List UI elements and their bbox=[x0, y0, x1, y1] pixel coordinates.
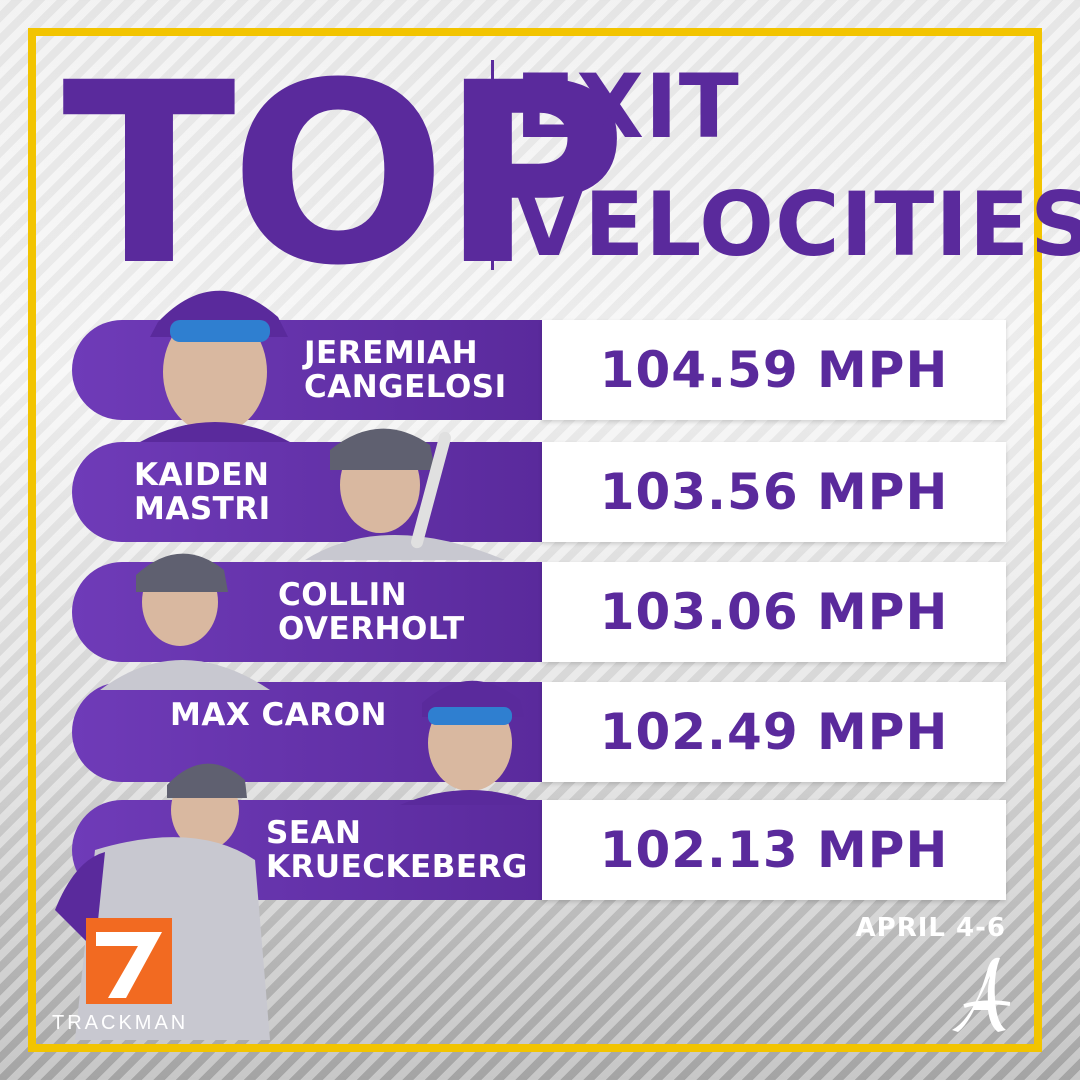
title-velocities: VELOCITIES bbox=[515, 173, 1080, 276]
velocity-box: 103.56 MPH bbox=[542, 442, 1006, 542]
velocity-box: 102.49 MPH bbox=[542, 682, 1006, 782]
player-name: SEAN KRUECKEBERG bbox=[266, 816, 528, 884]
player-row-5: 102.13 MPH SEAN KRUECKEBERG bbox=[72, 800, 1006, 900]
player-first-name: COLLIN bbox=[278, 577, 408, 613]
player-name: JEREMIAH CANGELOSI bbox=[304, 336, 507, 404]
velocity-value: 102.49 MPH bbox=[599, 703, 949, 761]
velocity-box: 104.59 MPH bbox=[542, 320, 1006, 420]
velocity-value: 102.13 MPH bbox=[599, 821, 949, 879]
ashland-a-logo bbox=[952, 957, 1011, 1032]
title-divider bbox=[491, 60, 494, 270]
player-row-3: 103.06 MPH COLLIN OVERHOLT bbox=[72, 562, 1006, 662]
player-name: KAIDEN MASTRI bbox=[134, 458, 271, 526]
player-first-name: SEAN bbox=[266, 815, 362, 851]
player-last-name: OVERHOLT bbox=[278, 611, 465, 647]
player-first-name: MAX CARON bbox=[170, 697, 387, 733]
player-row-1: 104.59 MPH JEREMIAH CANGELOSI bbox=[72, 320, 1006, 420]
player-first-name: JEREMIAH bbox=[304, 335, 479, 371]
player-name: MAX CARON bbox=[170, 698, 387, 732]
velocity-box: 102.13 MPH bbox=[542, 800, 1006, 900]
date-label: APRIL 4-6 bbox=[855, 913, 1006, 943]
player-row-2: 103.56 MPH KAIDEN MASTRI bbox=[72, 442, 1006, 542]
title-top: TOP bbox=[62, 29, 627, 320]
player-last-name: KRUECKEBERG bbox=[266, 849, 528, 885]
player-last-name: MASTRI bbox=[134, 491, 271, 527]
velocity-box: 103.06 MPH bbox=[542, 562, 1006, 662]
player-last-name: CANGELOSI bbox=[304, 369, 507, 405]
title-exit: EXIT bbox=[515, 55, 740, 158]
player-row-4: 102.49 MPH MAX CARON bbox=[72, 682, 1006, 782]
velocity-value: 104.59 MPH bbox=[599, 341, 949, 399]
player-name-bar bbox=[72, 442, 542, 542]
player-photo-4 bbox=[400, 680, 540, 805]
player-photo-1 bbox=[140, 290, 290, 442]
player-photo-3 bbox=[100, 553, 270, 690]
velocity-value: 103.06 MPH bbox=[599, 583, 949, 641]
trackman-logo-icon bbox=[86, 918, 172, 1004]
player-name: COLLIN OVERHOLT bbox=[278, 578, 465, 646]
player-photo-2 bbox=[305, 428, 505, 560]
velocity-value: 103.56 MPH bbox=[599, 463, 949, 521]
player-first-name: KAIDEN bbox=[134, 457, 270, 493]
gold-frame bbox=[28, 28, 1042, 1052]
trackman-wordmark: TRACKMAN bbox=[52, 1012, 189, 1034]
